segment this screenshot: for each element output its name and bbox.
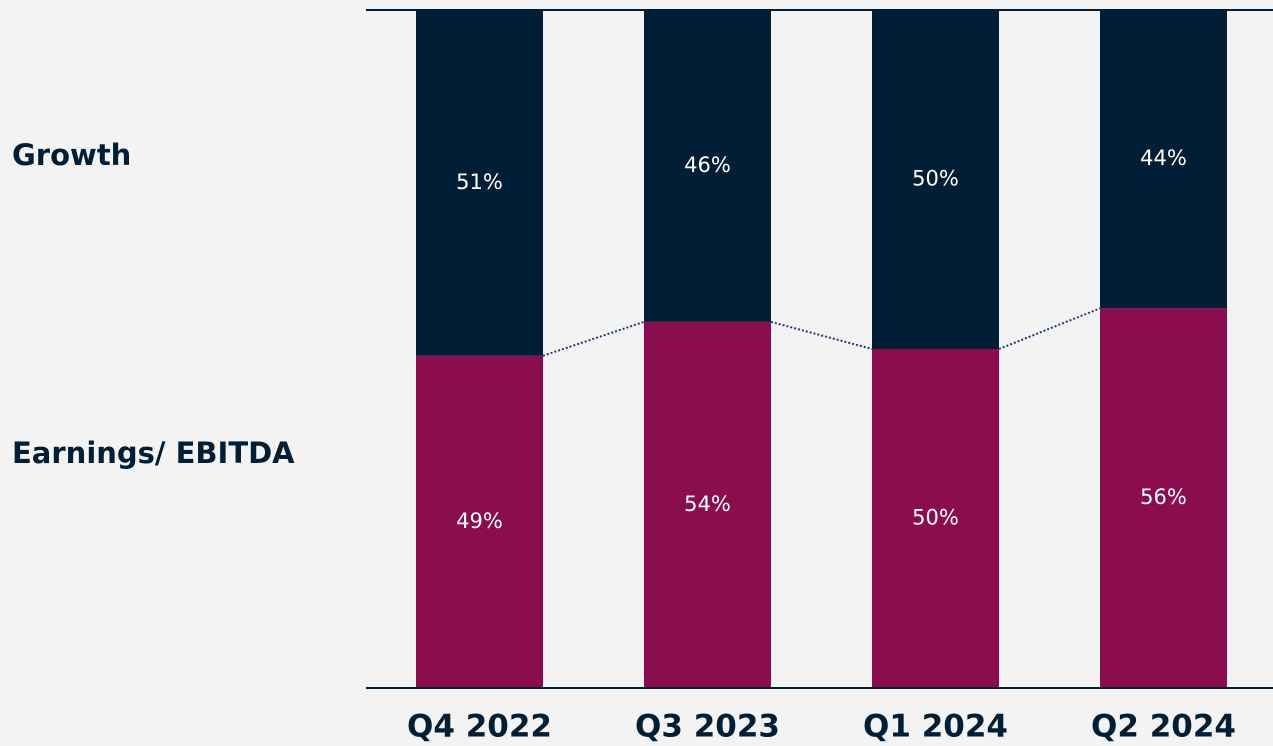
series-label: Earnings/ EBITDA bbox=[12, 436, 295, 470]
x-tick-label: Q2 2024 bbox=[1091, 709, 1236, 745]
bar-segment bbox=[1100, 308, 1227, 688]
data-label: 50% bbox=[912, 506, 959, 530]
data-label: 44% bbox=[1140, 146, 1187, 170]
bar-segment bbox=[416, 10, 543, 356]
bar-segment bbox=[644, 321, 771, 688]
connector bbox=[542, 320, 645, 357]
bar-segment bbox=[872, 10, 999, 349]
series-label: Growth bbox=[12, 138, 131, 172]
connector bbox=[998, 307, 1101, 350]
data-label: 56% bbox=[1140, 485, 1187, 509]
data-label: 51% bbox=[456, 170, 503, 194]
x-tick-label: Q1 2024 bbox=[863, 709, 1008, 745]
data-label: 46% bbox=[684, 153, 731, 177]
connector bbox=[770, 320, 873, 350]
data-label: 54% bbox=[684, 492, 731, 516]
x-tick-label: Q4 2022 bbox=[407, 709, 552, 745]
bar-segment bbox=[416, 355, 543, 688]
data-label: 50% bbox=[912, 167, 959, 191]
data-label: 49% bbox=[456, 509, 503, 533]
bar-segment bbox=[1100, 10, 1227, 309]
bar-segment bbox=[644, 10, 771, 322]
bar-segment bbox=[872, 349, 999, 688]
x-tick-label: Q3 2023 bbox=[635, 709, 780, 745]
